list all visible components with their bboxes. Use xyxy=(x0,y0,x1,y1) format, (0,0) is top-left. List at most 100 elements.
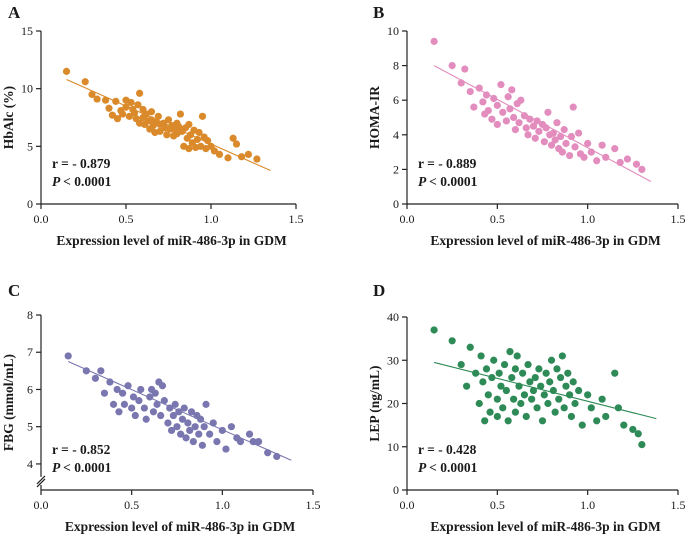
p-symbol: P xyxy=(418,174,429,189)
data-point xyxy=(245,430,254,438)
y-tick-label: 0 xyxy=(393,483,399,497)
data-point xyxy=(185,145,193,153)
y-tick-label: 7 xyxy=(27,345,33,359)
data-point xyxy=(222,445,230,453)
p-value: < 0.0001 xyxy=(63,460,111,475)
data-point xyxy=(504,417,512,425)
data-point xyxy=(634,430,642,438)
data-point xyxy=(195,430,203,438)
data-point xyxy=(475,84,483,92)
data-point xyxy=(176,110,184,118)
data-point xyxy=(430,37,438,45)
data-point xyxy=(533,117,541,125)
x-tick-label: 0.5 xyxy=(119,212,134,226)
data-point xyxy=(178,415,187,423)
data-point xyxy=(549,386,557,395)
data-point xyxy=(202,400,210,408)
data-point xyxy=(244,150,252,159)
data-point xyxy=(229,134,237,142)
data-point xyxy=(569,103,577,111)
p-symbol: P xyxy=(52,460,63,475)
data-point xyxy=(91,374,99,382)
data-point xyxy=(62,67,71,75)
y-axis-title: FBG (mmol/mL) xyxy=(1,354,16,451)
data-point xyxy=(88,90,96,99)
y-axis-title: HbAlc (%) xyxy=(1,86,16,149)
data-point xyxy=(517,399,525,408)
data-point xyxy=(593,417,601,425)
data-point xyxy=(629,425,637,434)
data-point xyxy=(520,391,529,399)
data-point xyxy=(191,423,199,431)
data-point xyxy=(196,415,205,423)
data-point xyxy=(509,395,518,403)
x-tick-label: 0.0 xyxy=(34,498,49,512)
data-point xyxy=(224,154,232,162)
data-point xyxy=(509,113,518,122)
data-point xyxy=(113,115,122,123)
data-point xyxy=(475,399,483,408)
data-point xyxy=(602,412,610,421)
y-tick-label: 2 xyxy=(393,162,399,176)
data-point xyxy=(122,103,130,111)
data-point xyxy=(180,404,188,412)
plot-area: 4 5 6 7 8 0.0 0.5 1.0 1.5 Expression level of miR… xyxy=(1,308,321,534)
y-tick-label: 20 xyxy=(387,397,399,411)
data-point xyxy=(134,101,142,109)
data-point xyxy=(457,360,465,369)
data-point xyxy=(166,404,174,412)
y-tick-label: 0 xyxy=(393,197,399,211)
data-point xyxy=(564,369,572,377)
data-point xyxy=(171,400,179,408)
data-point xyxy=(457,79,465,87)
data-point xyxy=(533,404,541,412)
y-tick-label: 4 xyxy=(27,457,33,471)
data-point xyxy=(255,437,263,446)
data-point xyxy=(215,150,224,159)
data-point xyxy=(137,385,145,394)
data-point xyxy=(580,153,588,161)
data-point xyxy=(562,382,570,390)
data-point xyxy=(430,326,438,334)
x-tick-label: 1.5 xyxy=(671,498,685,512)
data-point xyxy=(185,120,193,129)
data-point xyxy=(553,365,561,373)
data-point xyxy=(540,391,548,399)
data-point xyxy=(479,98,487,106)
data-point xyxy=(120,400,129,408)
data-point xyxy=(506,105,514,113)
y-tick-label: 4 xyxy=(393,128,399,142)
x-tick-label: 0.5 xyxy=(490,212,505,226)
data-point xyxy=(182,434,190,442)
p-value-label: P < 0.0001 xyxy=(418,174,478,189)
data-point xyxy=(569,378,577,386)
data-point xyxy=(535,365,543,373)
data-point xyxy=(232,140,241,148)
data-point xyxy=(549,129,557,137)
data-point xyxy=(129,393,138,401)
plot-area: 0 10 20 30 40 0.0 0.5 1.0 1.5 Expression level of… xyxy=(367,310,685,534)
data-point xyxy=(558,148,566,156)
data-point xyxy=(547,356,556,364)
p-value-label: P < 0.0001 xyxy=(52,460,112,475)
data-point xyxy=(472,369,480,377)
data-point xyxy=(524,131,532,139)
data-point xyxy=(506,348,514,356)
data-point xyxy=(623,155,632,163)
data-point xyxy=(614,404,622,412)
data-point xyxy=(486,408,494,416)
x-tick-label: 1.0 xyxy=(204,212,219,226)
x-tick-label: 0.0 xyxy=(400,498,415,512)
data-point xyxy=(553,119,561,127)
data-point xyxy=(495,369,503,377)
axis-break-mark xyxy=(36,475,46,485)
data-point xyxy=(522,124,530,132)
p-value-label: P < 0.0001 xyxy=(52,174,112,189)
data-point xyxy=(558,352,566,360)
r-value-label: r = - 0.889 xyxy=(418,156,477,171)
data-point xyxy=(566,151,574,160)
data-point xyxy=(82,367,90,375)
data-point xyxy=(264,449,272,457)
